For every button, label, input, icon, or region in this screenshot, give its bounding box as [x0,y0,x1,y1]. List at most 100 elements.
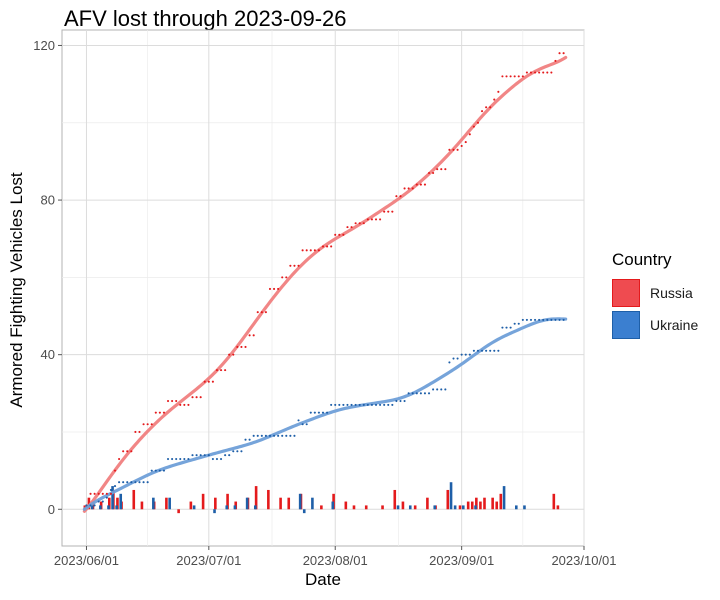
russia-cumulative-point [472,125,475,128]
ukraine-daily-bar [298,493,302,510]
ukraine-cumulative-point [358,403,361,406]
ukraine-cumulative-point [395,400,398,403]
ukraine-cumulative-point [529,318,533,321]
ukraine-cumulative-point [432,388,435,391]
russia-daily-bar [491,497,494,510]
russia-cumulative-point [534,71,537,74]
russia-cumulative-point [440,168,443,171]
russia-daily-bar [466,501,470,510]
ukraine-cumulative-point [109,488,112,492]
y-tick-label: 120 [33,38,55,53]
russia-daily-bar [201,493,205,510]
russia-cumulative-point [171,400,174,403]
ukraine-cumulative-point [313,411,316,414]
russia-cumulative-point [374,218,378,221]
russia-daily-bar [226,493,229,510]
russia-daily-bar [381,505,384,510]
russia-cumulative-point [334,233,337,236]
ukraine-cumulative-point [456,357,459,360]
ukraine-daily-bar [311,497,314,510]
russia-cumulative-point [432,171,435,175]
russia-cumulative-point [113,469,117,472]
ukraine-daily-bar [449,482,453,510]
russia-daily-bar [254,486,258,510]
ukraine-cumulative-point [93,504,96,507]
ukraine-daily-bar [119,493,123,510]
ukraine-cumulative-point [558,318,561,321]
russia-cumulative-point [199,396,202,399]
russia-cumulative-point [244,345,247,348]
ukraine-cumulative-point [219,457,223,461]
ukraine-cumulative-point [391,403,394,406]
russia-cumulative-point [134,430,137,434]
russia-cumulative-point [162,411,166,414]
russia-daily-bar [446,489,450,510]
ukraine-cumulative-point [166,457,170,461]
russia-daily-bar [279,497,282,510]
russia-cumulative-point [321,245,325,248]
legend-item-russia: Russia [612,278,698,308]
ukraine-cumulative-point [440,388,443,391]
x-tick-label: 2023/08/01 [303,553,368,568]
ukraine-cumulative-point [480,349,484,352]
russia-cumulative-point [460,144,463,148]
russia-cumulative-point [326,245,329,248]
russia-cumulative-point [150,423,153,426]
russia-cumulative-point [228,353,231,356]
ukraine-cumulative-point [187,457,190,461]
ukraine-cumulative-point [452,357,455,360]
ukraine-cumulative-point [97,500,100,503]
ukraine-cumulative-point [183,457,186,461]
x-tick-label: 2023/07/01 [176,553,241,568]
legend-label-ukraine: Ukraine [650,317,699,333]
russia-cumulative-point [126,450,129,453]
russia-cumulative-point [383,210,386,213]
russia-cumulative-point [362,222,365,225]
russia-cumulative-point [256,311,259,314]
russia-cumulative-point [118,457,121,461]
russia-cumulative-point [105,492,108,495]
russia-cumulative-point [550,71,553,74]
russia-cumulative-point [379,218,382,221]
ukraine-cumulative-point [228,454,231,457]
russia-cumulative-point [285,276,288,279]
ukraine-cumulative-point [293,434,296,437]
ukraine-daily-bar [152,497,155,510]
ukraine-cumulative-point [538,318,541,321]
ukraine-cumulative-point [134,481,137,484]
y-tick-label: 0 [48,502,55,517]
russia-cumulative-point [407,187,410,190]
russia-cumulative-point [489,106,492,109]
ukraine-cumulative-point [179,457,182,461]
russia-cumulative-point [452,148,455,151]
ukraine-cumulative-point [285,434,288,437]
russia-cumulative-point [358,222,361,225]
russia-daily-bar [352,505,356,510]
ukraine-cumulative-point [162,469,166,472]
x-axis-title: Date [305,570,341,589]
russia-cumulative-point [142,423,145,426]
x-tick-label: 2023/06/01 [54,553,119,568]
ukraine-cumulative-point [199,454,202,457]
russia-cumulative-point [154,411,157,414]
russia-cumulative-point [342,233,345,236]
ukraine-cumulative-point [260,434,263,437]
ukraine-cumulative-point [89,504,92,507]
ukraine-cumulative-point [550,318,553,321]
russia-cumulative-point [264,311,267,314]
russia-cumulative-point [427,171,431,175]
ukraine-daily-bar [433,505,437,510]
ukraine-cumulative-point [476,349,480,352]
ukraine-cumulative-point [464,353,467,356]
ukraine-cumulative-point [407,392,410,395]
ukraine-cumulative-point [113,485,117,488]
russia-cumulative-point [297,264,300,267]
ukraine-daily-bar [502,486,506,510]
ukraine-cumulative-point [105,496,108,499]
russia-cumulative-point [97,492,100,495]
russia-cumulative-point [301,249,304,252]
ukraine-cumulative-point [317,411,320,414]
ukraine-daily-bar [115,505,118,510]
